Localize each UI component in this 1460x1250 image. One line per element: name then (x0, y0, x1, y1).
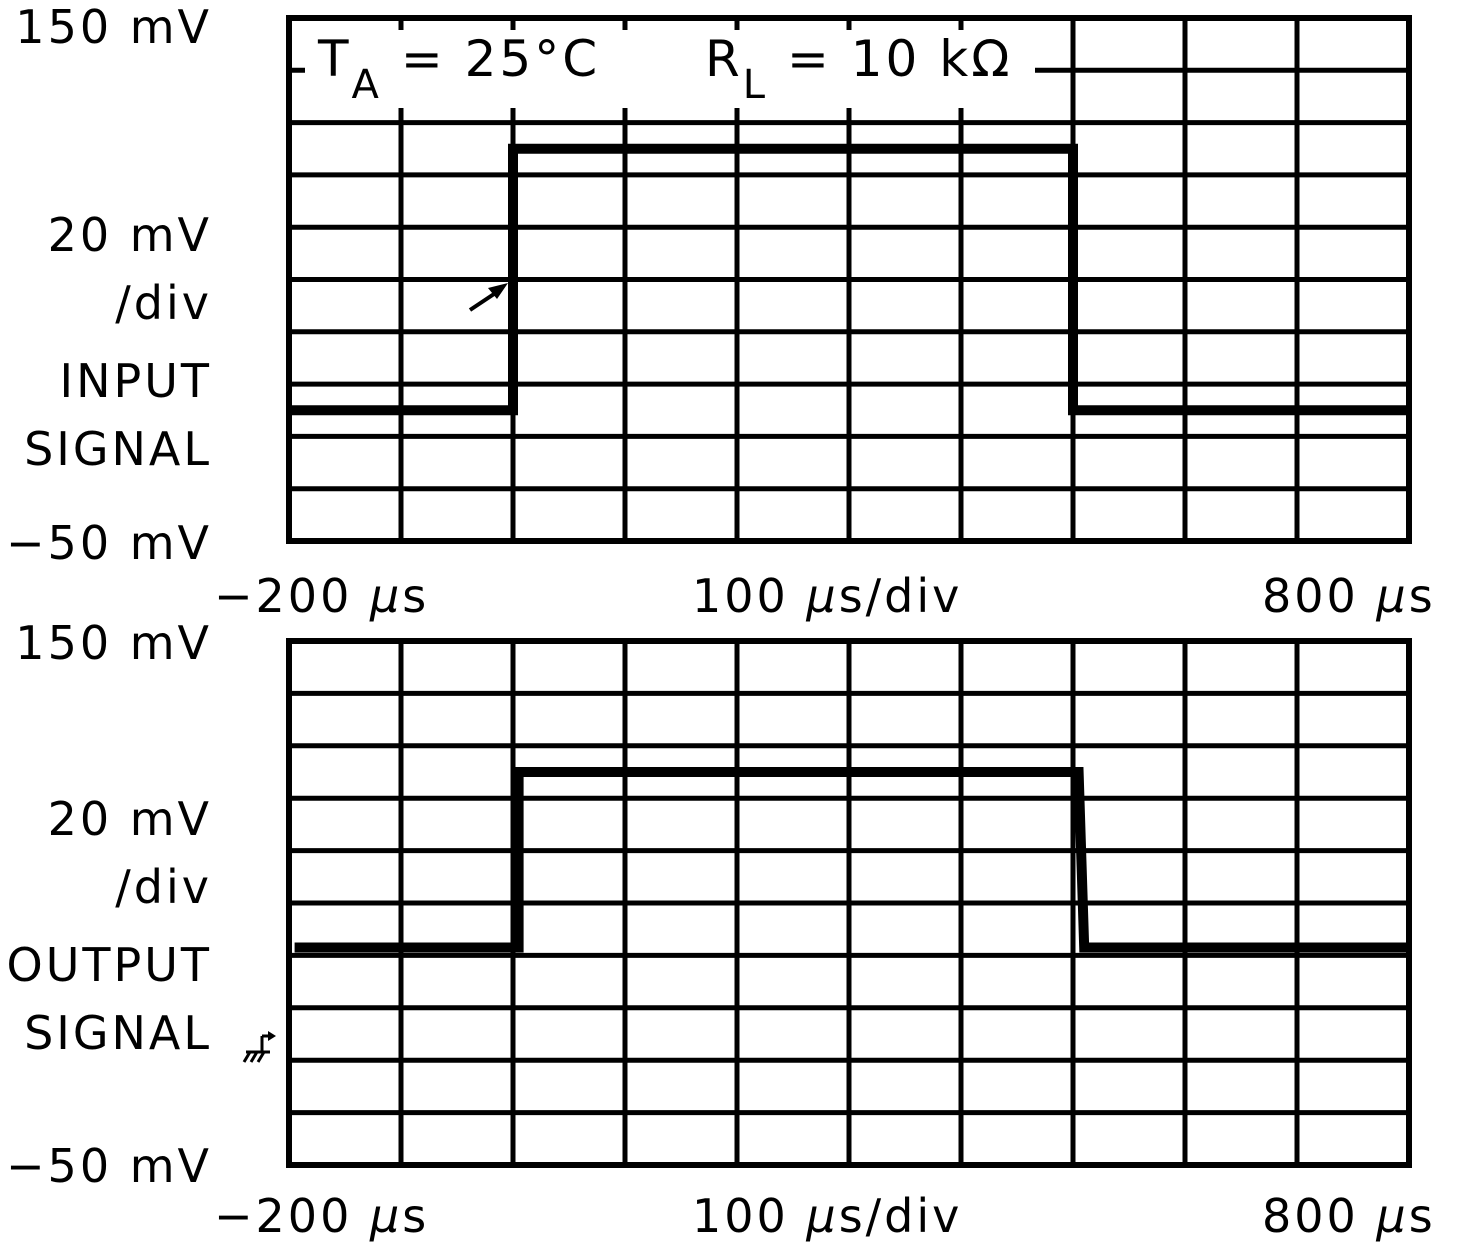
rl-symbol: R (705, 30, 743, 88)
input-x-scale-label: 100 µs/div (692, 569, 963, 623)
input-x-left-label: −200 µs (214, 569, 430, 623)
ta-symbol: T (318, 30, 352, 88)
input-signal-label-1: INPUT (59, 354, 212, 408)
input-y-scale-div: /div (115, 276, 212, 330)
input-y-top-label: 150 mV (15, 0, 212, 54)
input-y-scale-label: 20 mV (47, 208, 212, 262)
rl-value: = 10 kΩ (768, 30, 1013, 88)
rl-subscript: L (742, 62, 769, 108)
annotation-backdrop (305, 30, 1035, 108)
output-signal-trace (294, 767, 1409, 953)
ground-marker-icon (242, 1031, 276, 1063)
ta-value: = 25°C (381, 30, 601, 88)
output-y-top-label: 150 mV (15, 616, 212, 670)
input-x-right-label: 800 µs (1262, 569, 1436, 623)
output-x-scale-label: 100 µs/div (692, 1189, 963, 1243)
load-condition: RL = 10 kΩ (705, 34, 1012, 105)
ta-subscript: A (351, 62, 382, 108)
output-signal-label-2: SIGNAL (24, 1006, 212, 1060)
output-x-right-label: 800 µs (1262, 1189, 1436, 1243)
output-y-scale-div: /div (115, 860, 212, 914)
output-signal-label-1: OUTPUT (6, 938, 212, 992)
output-x-left-label: −200 µs (214, 1189, 430, 1243)
input-signal-trace (289, 143, 1409, 416)
arrow-marker-icon (468, 283, 508, 312)
output-y-bottom-label: −50 mV (6, 1139, 212, 1193)
input-signal-label-2: SIGNAL (24, 422, 212, 476)
input-y-bottom-label: −50 mV (6, 516, 212, 570)
temperature-condition: TA = 25°C (318, 34, 600, 105)
output-y-scale-label: 20 mV (47, 792, 212, 846)
